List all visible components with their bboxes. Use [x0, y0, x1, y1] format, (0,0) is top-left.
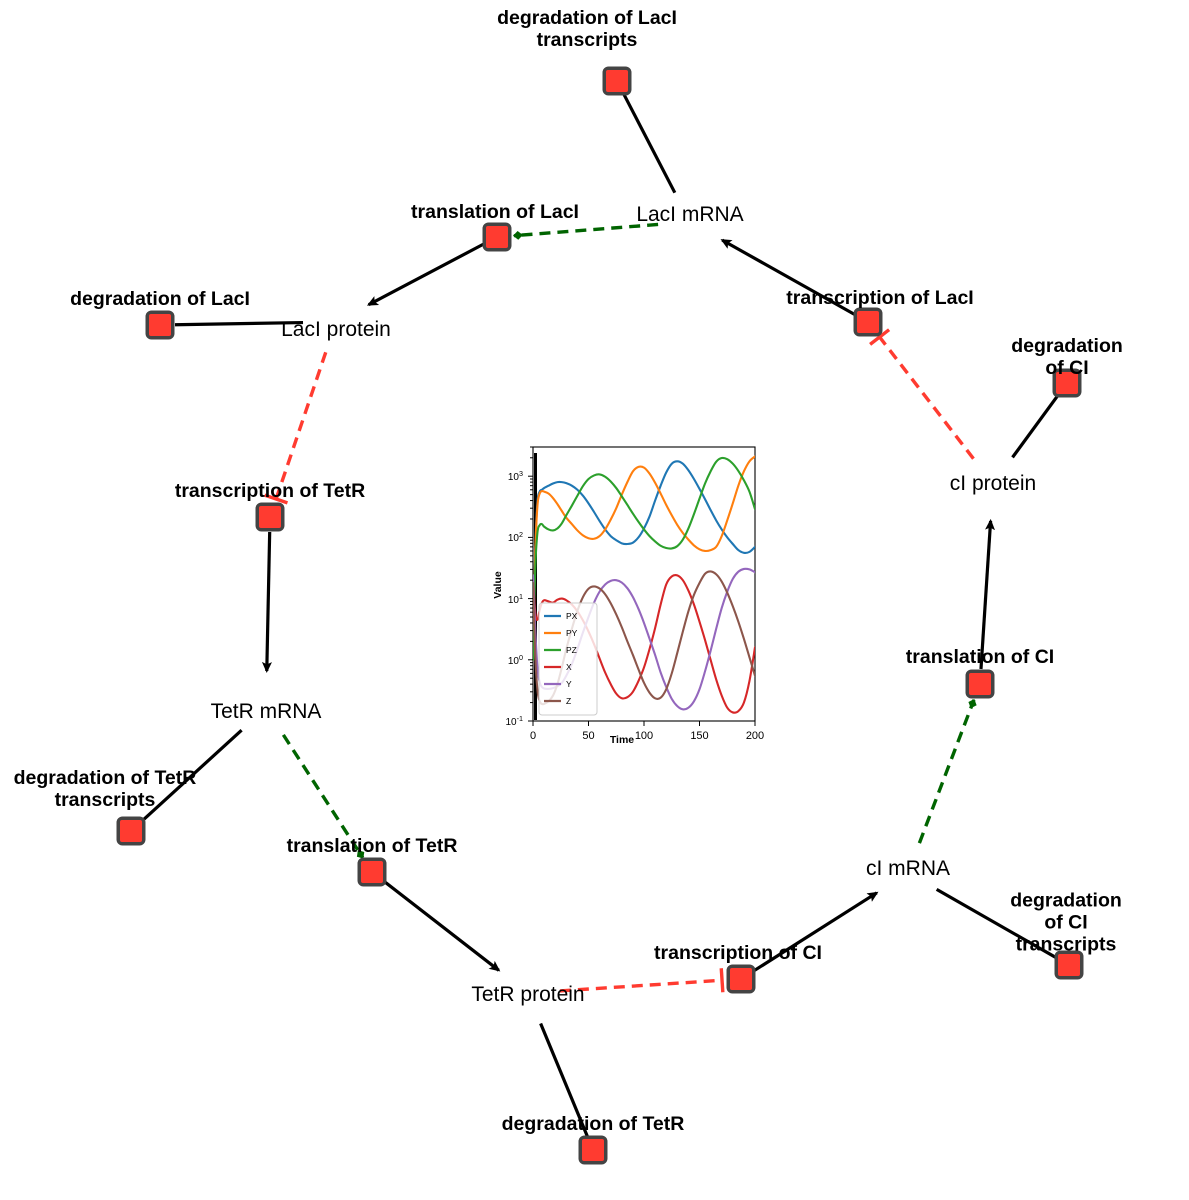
edge-laci_mrna-to-transl_laci	[512, 222, 659, 240]
edge-transl_laci-to-laci_prot	[366, 242, 485, 307]
chart-series-PZ	[533, 456, 755, 661]
edge-ci_prot-to-transcr_laci	[878, 336, 975, 460]
chart-y-tick-0.1: 10-1	[505, 713, 523, 729]
chart-series-X	[533, 573, 755, 714]
chart-legend-label-Z: Z	[566, 696, 572, 706]
edge-tetr_mrna-to-transl_tetr	[281, 733, 365, 859]
edge-laci_prot-to-transcr_tetr	[274, 351, 328, 500]
edge-ci_mrna-to-transl_ci	[917, 698, 977, 844]
chart-series-PY	[533, 455, 755, 661]
edge-transcr_ci-to-ci_mrna	[752, 891, 879, 973]
edge-deg_tetr-to-tetr_prot	[539, 1022, 589, 1137]
edge-tetr_prot-to-transcr_ci	[559, 978, 723, 993]
reaction-node-deg_laci[interactable]	[149, 314, 171, 336]
reaction-node-transcr_laci[interactable]	[857, 311, 879, 333]
edge-transl_tetr-to-tetr_prot	[382, 879, 501, 972]
chart-legend-label-PX: PX	[566, 611, 578, 621]
chart-y-axis-label: Value	[492, 571, 504, 599]
reaction-node-transl_laci[interactable]	[486, 226, 508, 248]
chart-legend-label-X: X	[566, 662, 572, 672]
chart-y-tick-100: 102	[507, 530, 523, 545]
inhibition-tbar-transcr_laci	[869, 328, 891, 346]
reaction-node-deg_tetr[interactable]	[582, 1139, 604, 1161]
edge-deg_laci-to-laci_prot	[174, 320, 304, 327]
timeseries-inset-chart: Value Time 10-1 100 101 102 103 0 50 100 150 200 P…	[477, 439, 767, 754]
reaction-node-deg_ci[interactable]	[1056, 372, 1078, 394]
inhibition-tbar-transcr_ci	[719, 968, 725, 993]
chart-x-tick-100: 100	[634, 730, 654, 742]
edge-transcr_tetr-to-tetr_mrna	[261, 531, 272, 674]
edge-deg_laci_tx-to-laci_mrna	[622, 93, 677, 194]
chart-series-PX	[533, 460, 755, 661]
inhibition-tbar-transcr_tetr	[264, 493, 289, 505]
chart-legend-box	[538, 602, 598, 716]
chart-plot-area	[528, 446, 756, 726]
chart-x-tick-200: 200	[745, 730, 765, 742]
chart-x-axis-label: Time	[609, 734, 635, 746]
chart-y-tick-10: 101	[507, 591, 523, 606]
reaction-node-transl_tetr[interactable]	[361, 861, 383, 883]
chart-x-tick-150: 150	[690, 730, 709, 742]
edge-transcr_laci-to-laci_mrna	[720, 238, 856, 317]
reaction-node-transl_ci[interactable]	[969, 673, 991, 695]
edge-deg_tetr_tx-to-tetr_mrna	[141, 729, 243, 823]
edge-transl_ci-to-ci_prot	[979, 518, 996, 670]
chart-y-tick-1: 100	[507, 652, 523, 667]
reaction-node-deg_tetr_tx[interactable]	[120, 820, 142, 842]
reaction-node-transcr_ci[interactable]	[730, 968, 752, 990]
chart-legend-label-PY: PY	[566, 628, 578, 638]
chart-legend-label-Y: Y	[566, 679, 572, 689]
chart-x-tick-0: 0	[529, 730, 537, 742]
chart-y-tick-1000: 103	[507, 469, 523, 484]
chart-legend-label-PZ: PZ	[566, 645, 577, 655]
reaction-node-transcr_tetr[interactable]	[259, 506, 281, 528]
edge-deg_ci-to-ci_prot	[1011, 394, 1060, 459]
chart-x-tick-50: 50	[582, 730, 595, 742]
reaction-node-deg_laci_tx[interactable]	[606, 70, 628, 92]
edge-deg_ci_tx-to-ci_mrna	[935, 887, 1057, 959]
reaction-node-deg_ci_tx[interactable]	[1058, 954, 1080, 976]
